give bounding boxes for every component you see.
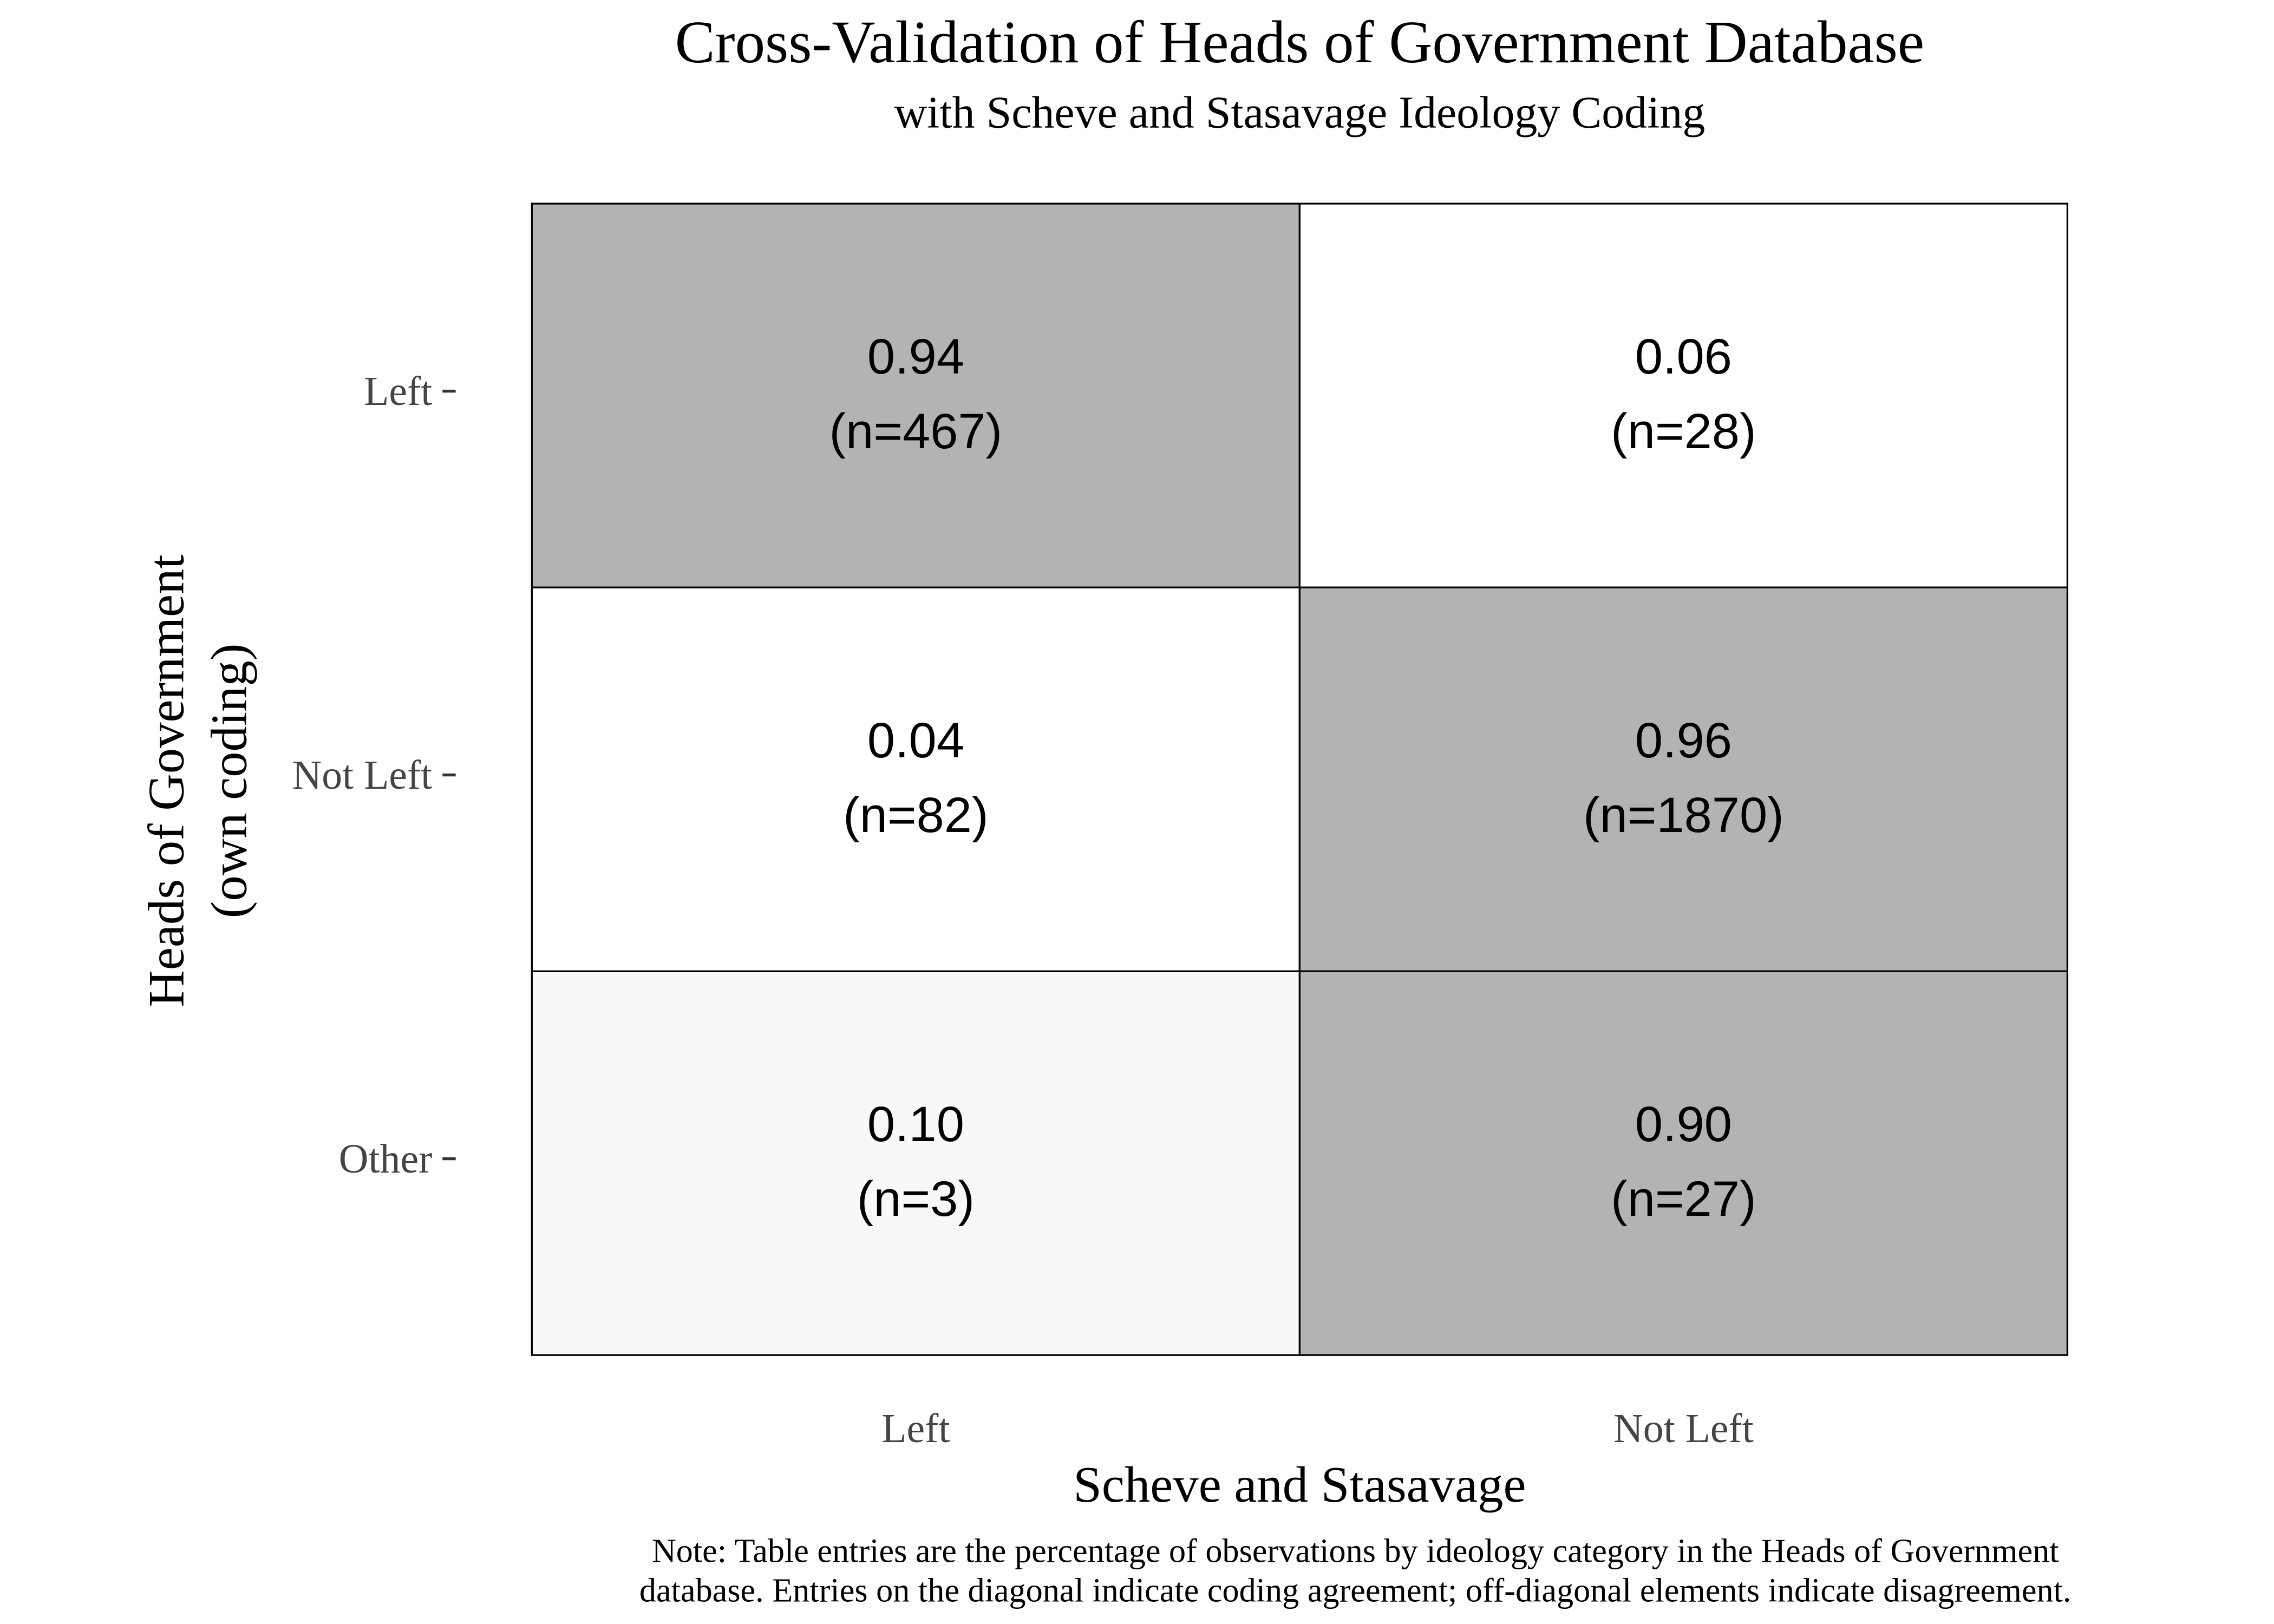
heatmap-cell — [531, 202, 1301, 588]
x-tick-label: Not Left — [1613, 1406, 1754, 1451]
cell-value-label: 0.06 — [1635, 329, 1732, 384]
y-axis-title-line: Heads of Government — [138, 554, 194, 1007]
x-tick-label: Left — [881, 1406, 950, 1451]
note: Note: Table entries are the percentage o… — [652, 1533, 2059, 1570]
cell-value-label: 0.10 — [867, 1097, 964, 1152]
cell-value-label: 0.90 — [1635, 1097, 1732, 1152]
x-axis-title: Scheve and Stasavage — [1073, 1457, 1526, 1513]
cell-count-label: (n=27) — [1611, 1171, 1756, 1227]
y-tick-label: Not Left — [292, 752, 433, 798]
heatmap-cell — [531, 586, 1301, 972]
cell-count-label: (n=3) — [857, 1171, 975, 1227]
heatmap-cell — [1298, 970, 2069, 1356]
y-axis-title-line: (own coding) — [201, 644, 258, 919]
cell-count-label: (n=1870) — [1583, 788, 1784, 843]
heatmap-cell — [1298, 202, 2069, 588]
y-tick-label: Left — [364, 369, 432, 414]
cell-count-label: (n=467) — [829, 404, 1003, 459]
cell-count-label: (n=82) — [843, 788, 989, 843]
chart-subtitle: with Scheve and Stasavage Ideology Codin… — [894, 88, 1705, 138]
y-axis-title: Heads of Government (own coding) — [138, 554, 257, 1007]
cell-count-label: (n=28) — [1611, 404, 1756, 459]
heatmap-cell — [531, 970, 1301, 1356]
chart-title: Cross-Validation of Heads of Government … — [675, 9, 1924, 75]
cell-value-label: 0.94 — [867, 329, 964, 384]
y-tick-label: Other — [339, 1136, 433, 1182]
note: database. Entries on the diagonal indica… — [639, 1573, 2072, 1609]
cell-value-label: 0.04 — [867, 713, 964, 768]
cell-value-label: 0.96 — [1635, 713, 1732, 768]
heatmap-cell — [1298, 586, 2069, 972]
